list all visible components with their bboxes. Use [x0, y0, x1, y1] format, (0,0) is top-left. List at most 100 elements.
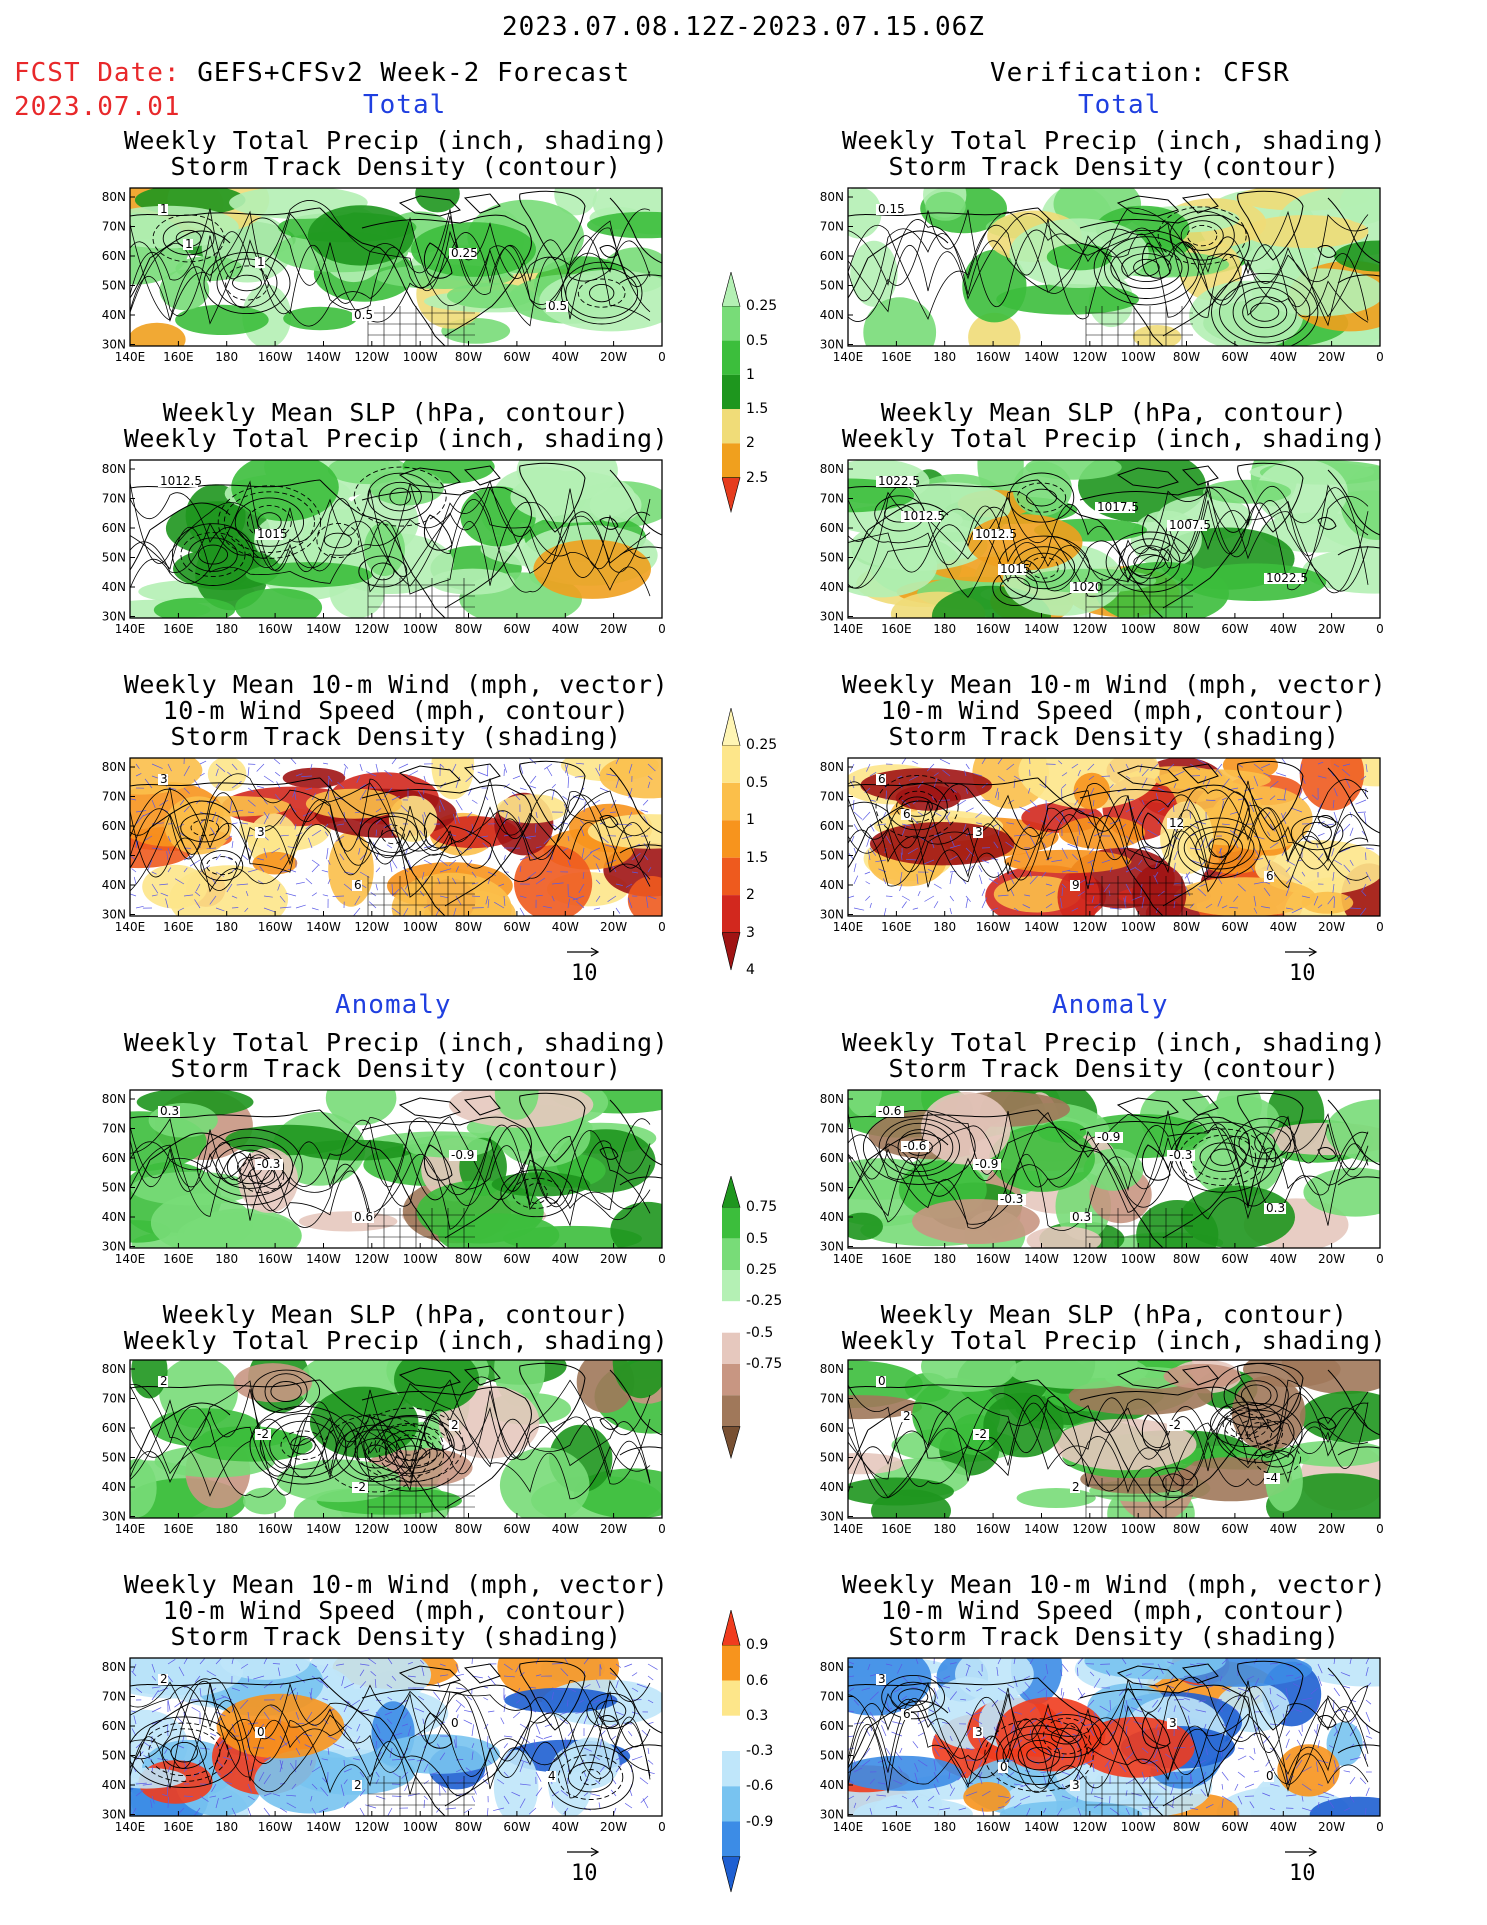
contour-label: -0.9 — [1097, 1130, 1120, 1144]
contour-label: 1022.5 — [878, 474, 920, 488]
lat-tick-label: 30N — [820, 610, 844, 624]
vector-reference-label: 10 — [1289, 961, 1316, 986]
panel-title-line: Storm Track Density (contour) — [170, 152, 622, 181]
contour-label: -0.9 — [975, 1157, 998, 1171]
lon-tick-label: 140W — [306, 920, 341, 934]
lon-tick-label: 0 — [658, 1522, 666, 1536]
lon-tick-label: 40W — [1270, 350, 1297, 364]
map-svg: -0.6 -0.9 0.3 -0.3 0.3 -0.6 -0.3 -0.9 80N 70N 60N 5… — [820, 1089, 1384, 1266]
lon-tick-label: 180 — [933, 1820, 956, 1834]
panel-title-verif-total_precip: Weekly Total Precip (inch, shading) Storm… — [808, 128, 1420, 180]
contour-label: 1 — [185, 237, 193, 251]
lat-tick-label: 50N — [820, 1749, 844, 1763]
colorbar-label: -0.3 — [746, 1743, 774, 1759]
lat-tick-label: 70N — [102, 492, 126, 506]
lon-tick-label: 0 — [658, 920, 666, 934]
lon-tick-label: 20W — [1318, 350, 1345, 364]
lon-tick-label: 80W — [1173, 350, 1200, 364]
lon-tick-label: 140W — [1024, 350, 1059, 364]
lon-tick-label: 100W — [1121, 622, 1156, 636]
lon-tick-label: 140E — [833, 622, 864, 636]
lon-tick-label: 80W — [455, 622, 482, 636]
panel-title-line: Storm Track Density (shading) — [170, 1622, 622, 1651]
contour-label: -2 — [975, 1427, 987, 1441]
lat-tick-label: 40N — [102, 308, 126, 322]
lon-tick-label: 160W — [258, 1252, 293, 1266]
lon-tick-label: 180 — [215, 1820, 238, 1834]
lon-tick-label: 40W — [552, 1522, 579, 1536]
lon-tick-label: 140W — [306, 1252, 341, 1266]
lat-tick-label: 40N — [102, 878, 126, 892]
map-panel-fcst-anom_slp: 2 -2 -2 2 80N 70N 60N 50N 40N 30N 140E 160E 180 160W 1… — [85, 1354, 677, 1546]
lon-tick-label: 100W — [1121, 920, 1156, 934]
map-panel-fcst-total_precip: 1 1 0.5 0.25 0.5 1 80N 70N 60N 50N 40N 30N 140E 160E 1… — [85, 182, 677, 374]
lon-tick-label: 40W — [552, 920, 579, 934]
contour-label: 0.15 — [878, 202, 905, 216]
lon-tick-label: 40W — [552, 1252, 579, 1266]
vector-reference-label: 10 — [571, 1861, 598, 1886]
lat-tick-label: 30N — [820, 338, 844, 352]
lat-tick-label: 80N — [820, 190, 844, 204]
lon-tick-label: 180 — [215, 1252, 238, 1266]
panel-title-line: Weekly Total Precip (inch, shading) — [123, 126, 669, 155]
contour-label: 1020 — [1072, 580, 1103, 594]
lon-tick-label: 160E — [163, 920, 194, 934]
panel-title-line: Weekly Total Precip (inch, shading) — [123, 1028, 669, 1057]
lat-tick-label: 50N — [820, 279, 844, 293]
lat-tick-label: 80N — [820, 1660, 844, 1674]
colorbar-label: 1 — [746, 812, 755, 829]
lon-tick-label: 160E — [881, 350, 912, 364]
lat-tick-label: 70N — [820, 1392, 844, 1406]
panel-title-fcst-anom_precip: Weekly Total Precip (inch, shading) Storm… — [90, 1030, 702, 1082]
colorbar-label: 0.25 — [746, 737, 778, 754]
lat-tick-label: 30N — [102, 1240, 126, 1254]
lon-tick-label: 120W — [1072, 920, 1107, 934]
lat-tick-label: 60N — [820, 1151, 844, 1165]
lon-tick-label: 140E — [115, 1252, 146, 1266]
lon-tick-label: 80W — [1173, 1522, 1200, 1536]
lon-tick-label: 0 — [1376, 1252, 1384, 1266]
vector-reference-label: 10 — [571, 961, 598, 986]
contour-label: -0.9 — [451, 1148, 474, 1162]
lon-tick-label: 80W — [1173, 622, 1200, 636]
lon-tick-label: 20W — [600, 1252, 627, 1266]
panel-title-line: Weekly Total Precip (inch, shading) — [841, 126, 1387, 155]
lon-tick-label: 100W — [403, 622, 438, 636]
lat-tick-label: 60N — [102, 819, 126, 833]
lon-tick-label: 120W — [1072, 622, 1107, 636]
contour-label: 3 — [160, 772, 168, 786]
lon-tick-label: 140W — [1024, 1252, 1059, 1266]
lon-tick-label: 60W — [503, 920, 530, 934]
contour-label: 6 — [903, 1707, 911, 1721]
contour-label: 0.5 — [548, 299, 567, 313]
lon-tick-label: 40W — [1270, 622, 1297, 636]
lon-tick-label: 60W — [503, 1820, 530, 1834]
panel-title-fcst-anom_wind: Weekly Mean 10-m Wind (mph, vector) 10-m … — [90, 1572, 702, 1650]
lon-tick-label: 160E — [163, 1820, 194, 1834]
panel-title-line: Weekly Total Precip (inch, shading) — [123, 1326, 669, 1355]
lat-tick-label: 80N — [820, 462, 844, 476]
lat-tick-label: 50N — [102, 1181, 126, 1195]
lon-tick-label: 20W — [600, 1522, 627, 1536]
contour-label: -0.3 — [1169, 1148, 1192, 1162]
lat-tick-label: 70N — [102, 1122, 126, 1136]
lon-tick-label: 100W — [403, 1522, 438, 1536]
contour-label: -2 — [257, 1427, 269, 1441]
lon-tick-label: 80W — [455, 1252, 482, 1266]
lon-tick-label: 160W — [258, 1522, 293, 1536]
lon-tick-label: 160W — [976, 1820, 1011, 1834]
panel-title-line: Weekly Total Precip (inch, shading) — [841, 1326, 1387, 1355]
lon-tick-label: 120W — [1072, 1820, 1107, 1834]
contour-label: 3 — [1072, 1778, 1080, 1792]
arrow-right-icon — [1285, 947, 1318, 957]
lon-tick-label: 80W — [1173, 1252, 1200, 1266]
lon-tick-label: 20W — [1318, 1252, 1345, 1266]
arrow-right-icon — [567, 947, 600, 957]
lon-tick-label: 80W — [1173, 1820, 1200, 1834]
lat-tick-label: 80N — [820, 1092, 844, 1106]
lon-tick-label: 0 — [658, 622, 666, 636]
lon-tick-label: 180 — [933, 1252, 956, 1266]
